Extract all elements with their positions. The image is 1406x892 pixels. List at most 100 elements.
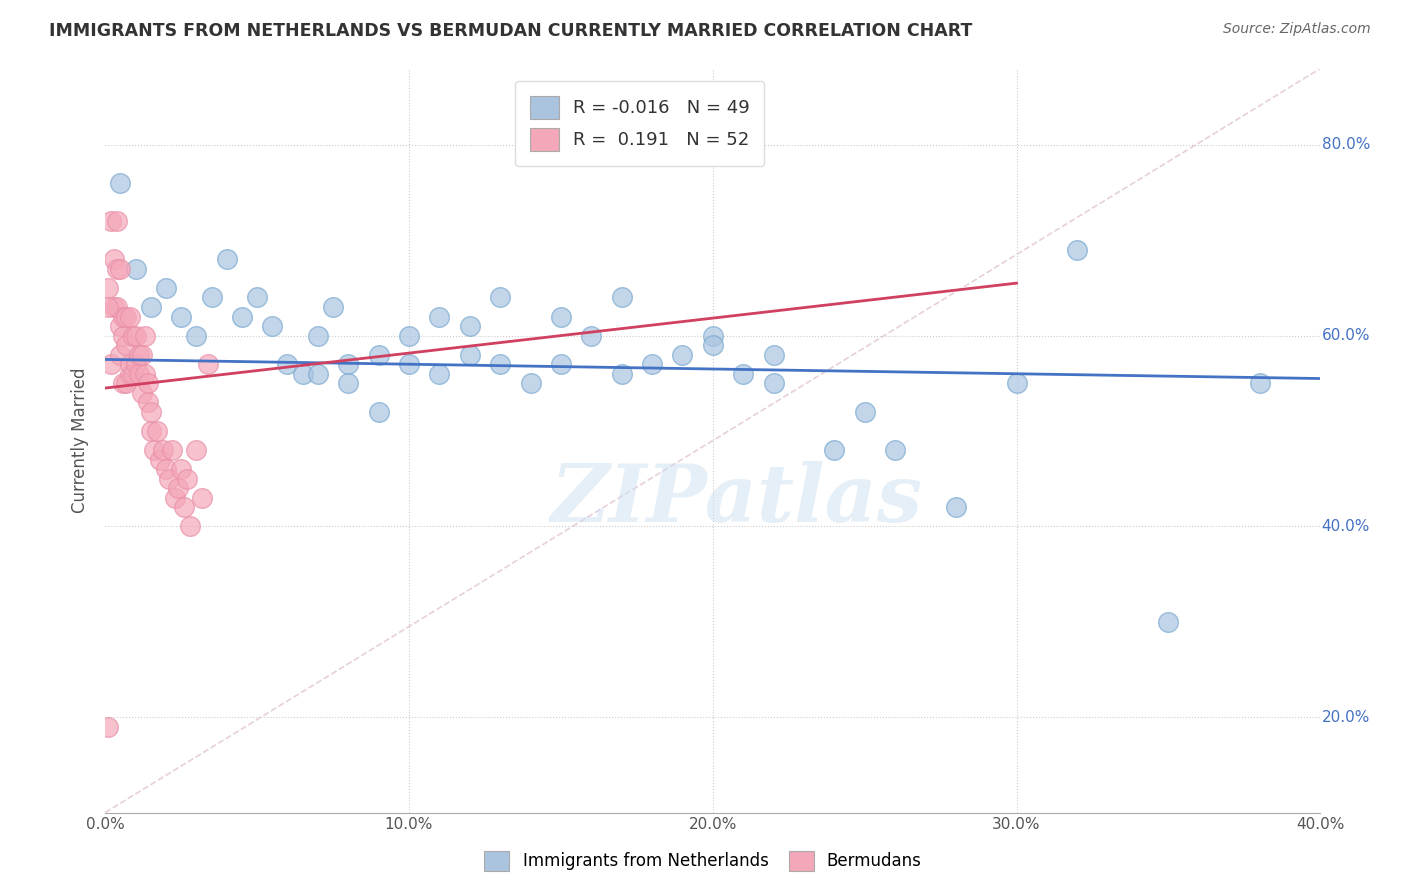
Point <box>641 357 664 371</box>
Point <box>165 491 187 505</box>
Point <box>118 367 141 381</box>
Point <box>105 214 128 228</box>
Point <box>762 376 785 391</box>
Point <box>121 328 143 343</box>
Point <box>128 367 150 381</box>
Point <box>118 310 141 324</box>
Text: 40.0%: 40.0% <box>1322 519 1369 534</box>
Point <box>186 443 208 458</box>
Point <box>186 328 208 343</box>
Point <box>231 310 253 324</box>
Point <box>197 357 219 371</box>
Point <box>176 472 198 486</box>
Point <box>112 310 135 324</box>
Point <box>97 281 120 295</box>
Point <box>671 348 693 362</box>
Point <box>307 367 329 381</box>
Point <box>945 500 967 515</box>
Point <box>853 405 876 419</box>
Point <box>155 281 177 295</box>
Point <box>702 338 724 352</box>
Point <box>115 376 138 391</box>
Point <box>307 328 329 343</box>
Point <box>115 310 138 324</box>
Point <box>823 443 845 458</box>
Point <box>97 300 120 314</box>
Point <box>103 252 125 267</box>
Point <box>124 357 146 371</box>
Point <box>322 300 344 314</box>
Point <box>337 376 360 391</box>
Point <box>173 500 195 515</box>
Point <box>702 328 724 343</box>
Point <box>291 367 314 381</box>
Point <box>179 519 201 533</box>
Point <box>155 462 177 476</box>
Point <box>367 405 389 419</box>
Point <box>105 261 128 276</box>
Point <box>110 261 132 276</box>
Point <box>170 310 193 324</box>
Point <box>884 443 907 458</box>
Text: ZIPatlas: ZIPatlas <box>551 461 924 539</box>
Point <box>489 290 512 304</box>
Point <box>112 376 135 391</box>
Point <box>121 367 143 381</box>
Point <box>427 367 450 381</box>
Point <box>134 328 156 343</box>
Point <box>581 328 603 343</box>
Point <box>157 472 180 486</box>
Point <box>136 395 159 409</box>
Point <box>610 290 633 304</box>
Point <box>124 261 146 276</box>
Point <box>398 328 420 343</box>
Y-axis label: Currently Married: Currently Married <box>72 368 89 513</box>
Point <box>131 348 153 362</box>
Point <box>610 367 633 381</box>
Point <box>139 300 162 314</box>
Point <box>1066 243 1088 257</box>
Point <box>1157 615 1180 629</box>
Point <box>100 214 122 228</box>
Legend: Immigrants from Netherlands, Bermudans: Immigrants from Netherlands, Bermudans <box>477 842 929 880</box>
Point <box>191 491 214 505</box>
Point <box>458 348 481 362</box>
Point <box>367 348 389 362</box>
Point <box>550 357 572 371</box>
Point <box>489 357 512 371</box>
Point <box>110 348 132 362</box>
Point <box>124 328 146 343</box>
Point <box>110 176 132 190</box>
Point <box>167 481 190 495</box>
Point <box>142 443 165 458</box>
Point <box>139 405 162 419</box>
Point <box>170 462 193 476</box>
Point <box>1249 376 1271 391</box>
Text: 60.0%: 60.0% <box>1322 328 1369 343</box>
Text: 80.0%: 80.0% <box>1322 137 1369 153</box>
Point <box>427 310 450 324</box>
Point <box>118 357 141 371</box>
Point <box>146 424 169 438</box>
Point <box>519 376 541 391</box>
Point <box>131 385 153 400</box>
Point <box>762 348 785 362</box>
Point <box>97 720 120 734</box>
Point <box>1005 376 1028 391</box>
Legend: R = -0.016   N = 49, R =  0.191   N = 52: R = -0.016 N = 49, R = 0.191 N = 52 <box>516 81 765 166</box>
Text: Source: ZipAtlas.com: Source: ZipAtlas.com <box>1223 22 1371 37</box>
Point <box>733 367 755 381</box>
Point <box>246 290 269 304</box>
Point <box>103 300 125 314</box>
Point <box>200 290 222 304</box>
Point <box>215 252 238 267</box>
Point <box>134 367 156 381</box>
Point <box>115 338 138 352</box>
Point <box>398 357 420 371</box>
Point <box>128 348 150 362</box>
Point <box>139 424 162 438</box>
Point <box>276 357 298 371</box>
Point <box>337 357 360 371</box>
Point <box>136 376 159 391</box>
Point <box>149 452 172 467</box>
